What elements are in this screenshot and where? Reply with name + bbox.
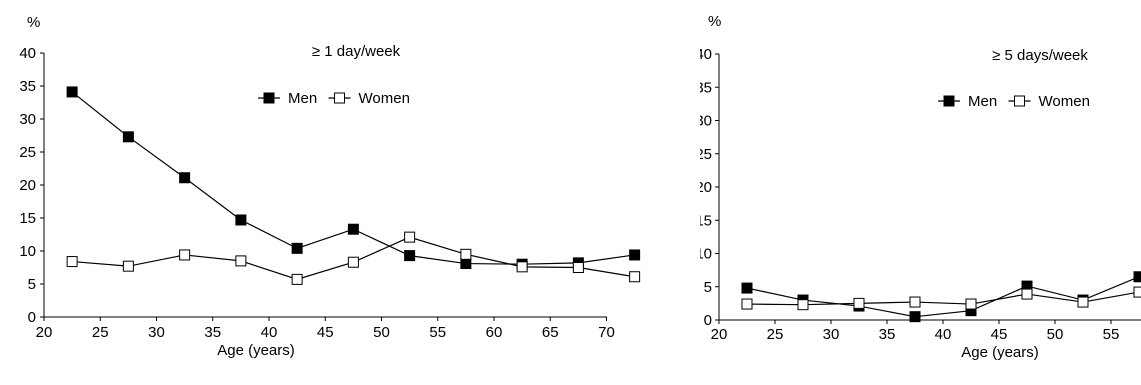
- data-point-women: [741, 298, 753, 310]
- x-axis-label: Age (years): [961, 344, 1039, 361]
- x-tick-label: 30: [823, 326, 840, 343]
- data-point-women: [853, 297, 865, 309]
- data-point-men: [291, 242, 303, 254]
- x-tick-label: 35: [204, 324, 221, 341]
- x-tick-label: 45: [317, 324, 334, 341]
- y-tick-label: 15: [19, 210, 36, 227]
- series-line-men: [746, 276, 1140, 318]
- x-tick-label: 35: [879, 326, 896, 343]
- y-tick-label: 40: [695, 46, 712, 63]
- data-point-men: [122, 131, 134, 143]
- x-tick-label: 65: [542, 324, 559, 341]
- series-line-men: [71, 91, 635, 265]
- data-point-men: [235, 214, 247, 226]
- x-tick-label: 70: [598, 324, 615, 341]
- data-point-women: [122, 260, 134, 272]
- y-tick-label: 30: [695, 113, 712, 130]
- y-axis-label: %: [708, 13, 721, 30]
- x-tick-label: 55: [1103, 326, 1120, 343]
- data-point-women: [66, 256, 78, 268]
- data-point-women: [965, 298, 977, 310]
- chart-panel-1-day-week: 0 5 10 15 20 25 30 35 40 20 25 30 35 40 45 50 55 60 65 70% A…: [19, 14, 641, 359]
- data-point-women: [347, 256, 359, 268]
- legend-label-women: Women: [359, 90, 410, 107]
- series-line-women: [746, 291, 1140, 306]
- y-tick-label: 25: [695, 146, 712, 163]
- chart-title: ≥ 1 day/week: [312, 43, 401, 60]
- data-point-women: [1133, 286, 1141, 298]
- y-axis-label: %: [27, 14, 40, 31]
- x-tick-label: 40: [935, 326, 952, 343]
- data-point-women: [572, 262, 584, 273]
- y-tick-label: 0: [704, 312, 712, 329]
- legend-label-women: Women: [1039, 93, 1090, 110]
- y-tick-label: 25: [19, 144, 36, 161]
- data-point-women: [629, 271, 641, 283]
- x-tick-label: 25: [767, 326, 784, 343]
- data-point-men: [66, 86, 78, 98]
- data-point-men: [629, 249, 641, 261]
- y-tick-label: 5: [28, 276, 36, 293]
- legend-marker-men: [943, 95, 955, 107]
- y-tick-label: 20: [695, 179, 712, 196]
- y-tick-label: 10: [19, 243, 36, 260]
- series-women: [741, 286, 1141, 311]
- data-point-women: [797, 299, 809, 311]
- data-point-women: [179, 249, 191, 261]
- y-tick-label: 0: [28, 309, 36, 326]
- legend-marker-women: [334, 92, 345, 104]
- data-point-women: [1077, 296, 1089, 308]
- y-tick-label: 15: [695, 212, 712, 229]
- data-point-men: [347, 223, 359, 235]
- data-point-men: [909, 311, 921, 323]
- y-tick-label: 10: [695, 246, 712, 263]
- legend-marker-men: [263, 92, 275, 104]
- y-tick-label: 30: [19, 111, 36, 128]
- data-point-men: [179, 172, 191, 184]
- y-tick-label: 35: [695, 79, 712, 96]
- x-tick-label: 45: [991, 326, 1008, 343]
- x-tick-label: 20: [36, 324, 53, 341]
- x-tick-label: 30: [148, 324, 165, 341]
- legend: Men Women: [938, 93, 1090, 110]
- x-axis-label: Age (years): [217, 342, 295, 359]
- y-tick-label: 20: [19, 177, 36, 194]
- data-point-women: [291, 273, 303, 285]
- y-tick-label: 35: [19, 78, 36, 95]
- data-point-women: [235, 255, 247, 267]
- data-point-women: [909, 296, 921, 308]
- legend: Men Women: [258, 90, 410, 107]
- legend-label-men: Men: [288, 90, 317, 107]
- data-point-women: [1021, 288, 1033, 300]
- data-point-men: [404, 250, 416, 262]
- chart-title: ≥ 5 days/week: [992, 47, 1088, 64]
- data-point-women: [460, 248, 472, 260]
- x-tick-label: 50: [373, 324, 390, 341]
- x-tick-label: 20: [711, 326, 728, 343]
- data-point-women: [404, 231, 416, 243]
- x-tick-label: 25: [92, 324, 109, 341]
- data-point-men: [1133, 271, 1141, 283]
- x-tick-label: 50: [1047, 326, 1064, 343]
- x-tick-label: 55: [429, 324, 446, 341]
- data-point-women: [516, 261, 528, 273]
- data-point-men: [741, 282, 753, 294]
- x-tick-label: 60: [486, 324, 503, 341]
- series-women: [66, 231, 641, 285]
- y-tick-label: 5: [704, 279, 712, 296]
- legend-label-men: Men: [968, 93, 997, 110]
- x-tick-label: 40: [261, 324, 278, 341]
- legend-marker-women: [1014, 95, 1025, 107]
- y-tick-label: 40: [19, 45, 36, 62]
- series-men: [66, 86, 641, 270]
- data-point-men: [460, 258, 472, 270]
- chart-panel-5-days-week: 0 5 10 15 20 25 30 35 40 20 25 30 35 40 45 50 55% Age (ye…: [695, 13, 1141, 361]
